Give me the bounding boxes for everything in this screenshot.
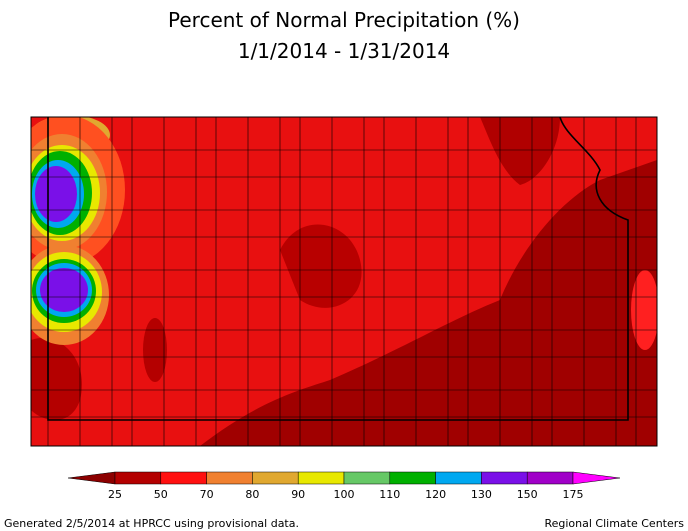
wet-area <box>631 270 657 350</box>
legend-swatch <box>114 471 162 485</box>
footer-left: Generated 2/5/2014 at HPRCC using provis… <box>4 517 299 530</box>
legend-arrow-right <box>572 471 621 485</box>
legend-label: 90 <box>291 488 305 501</box>
legend-label: 110 <box>379 488 400 501</box>
legend-arrow-left <box>67 471 116 485</box>
legend-label: 150 <box>517 488 538 501</box>
legend-swatch <box>526 471 574 485</box>
precip-map <box>30 116 658 447</box>
color-legend: 25 50 70 80 90 100 110 120 130 150 175 <box>67 471 621 501</box>
legend-label: 80 <box>245 488 259 501</box>
legend-swatch <box>160 471 207 485</box>
legend-swatch <box>481 471 528 485</box>
wet-area <box>35 166 77 222</box>
legend-label: 70 <box>200 488 214 501</box>
map-title: Percent of Normal Precipitation (%) <box>168 8 520 32</box>
dry-area <box>143 318 167 382</box>
county-lines <box>31 117 657 446</box>
dry-area <box>31 338 82 420</box>
map-subtitle: 1/1/2014 - 1/31/2014 <box>238 39 450 63</box>
state-border <box>47 116 629 421</box>
legend-swatch <box>435 471 482 485</box>
wet-area <box>40 268 88 312</box>
dry-area <box>200 160 657 446</box>
legend-label: 175 <box>563 488 584 501</box>
legend-label: 100 <box>334 488 355 501</box>
legend-label: 130 <box>471 488 492 501</box>
legend-swatch <box>343 471 391 485</box>
legend-swatch <box>297 471 345 485</box>
legend-label: 25 <box>108 488 122 501</box>
legend-label: 50 <box>154 488 168 501</box>
dry-area <box>280 224 362 308</box>
map-border <box>30 116 658 447</box>
legend-swatch <box>389 471 436 485</box>
footer-right: Regional Climate Centers <box>544 517 684 530</box>
legend-swatch <box>252 471 299 485</box>
legend-label: 120 <box>425 488 446 501</box>
legend-swatch <box>206 471 253 485</box>
